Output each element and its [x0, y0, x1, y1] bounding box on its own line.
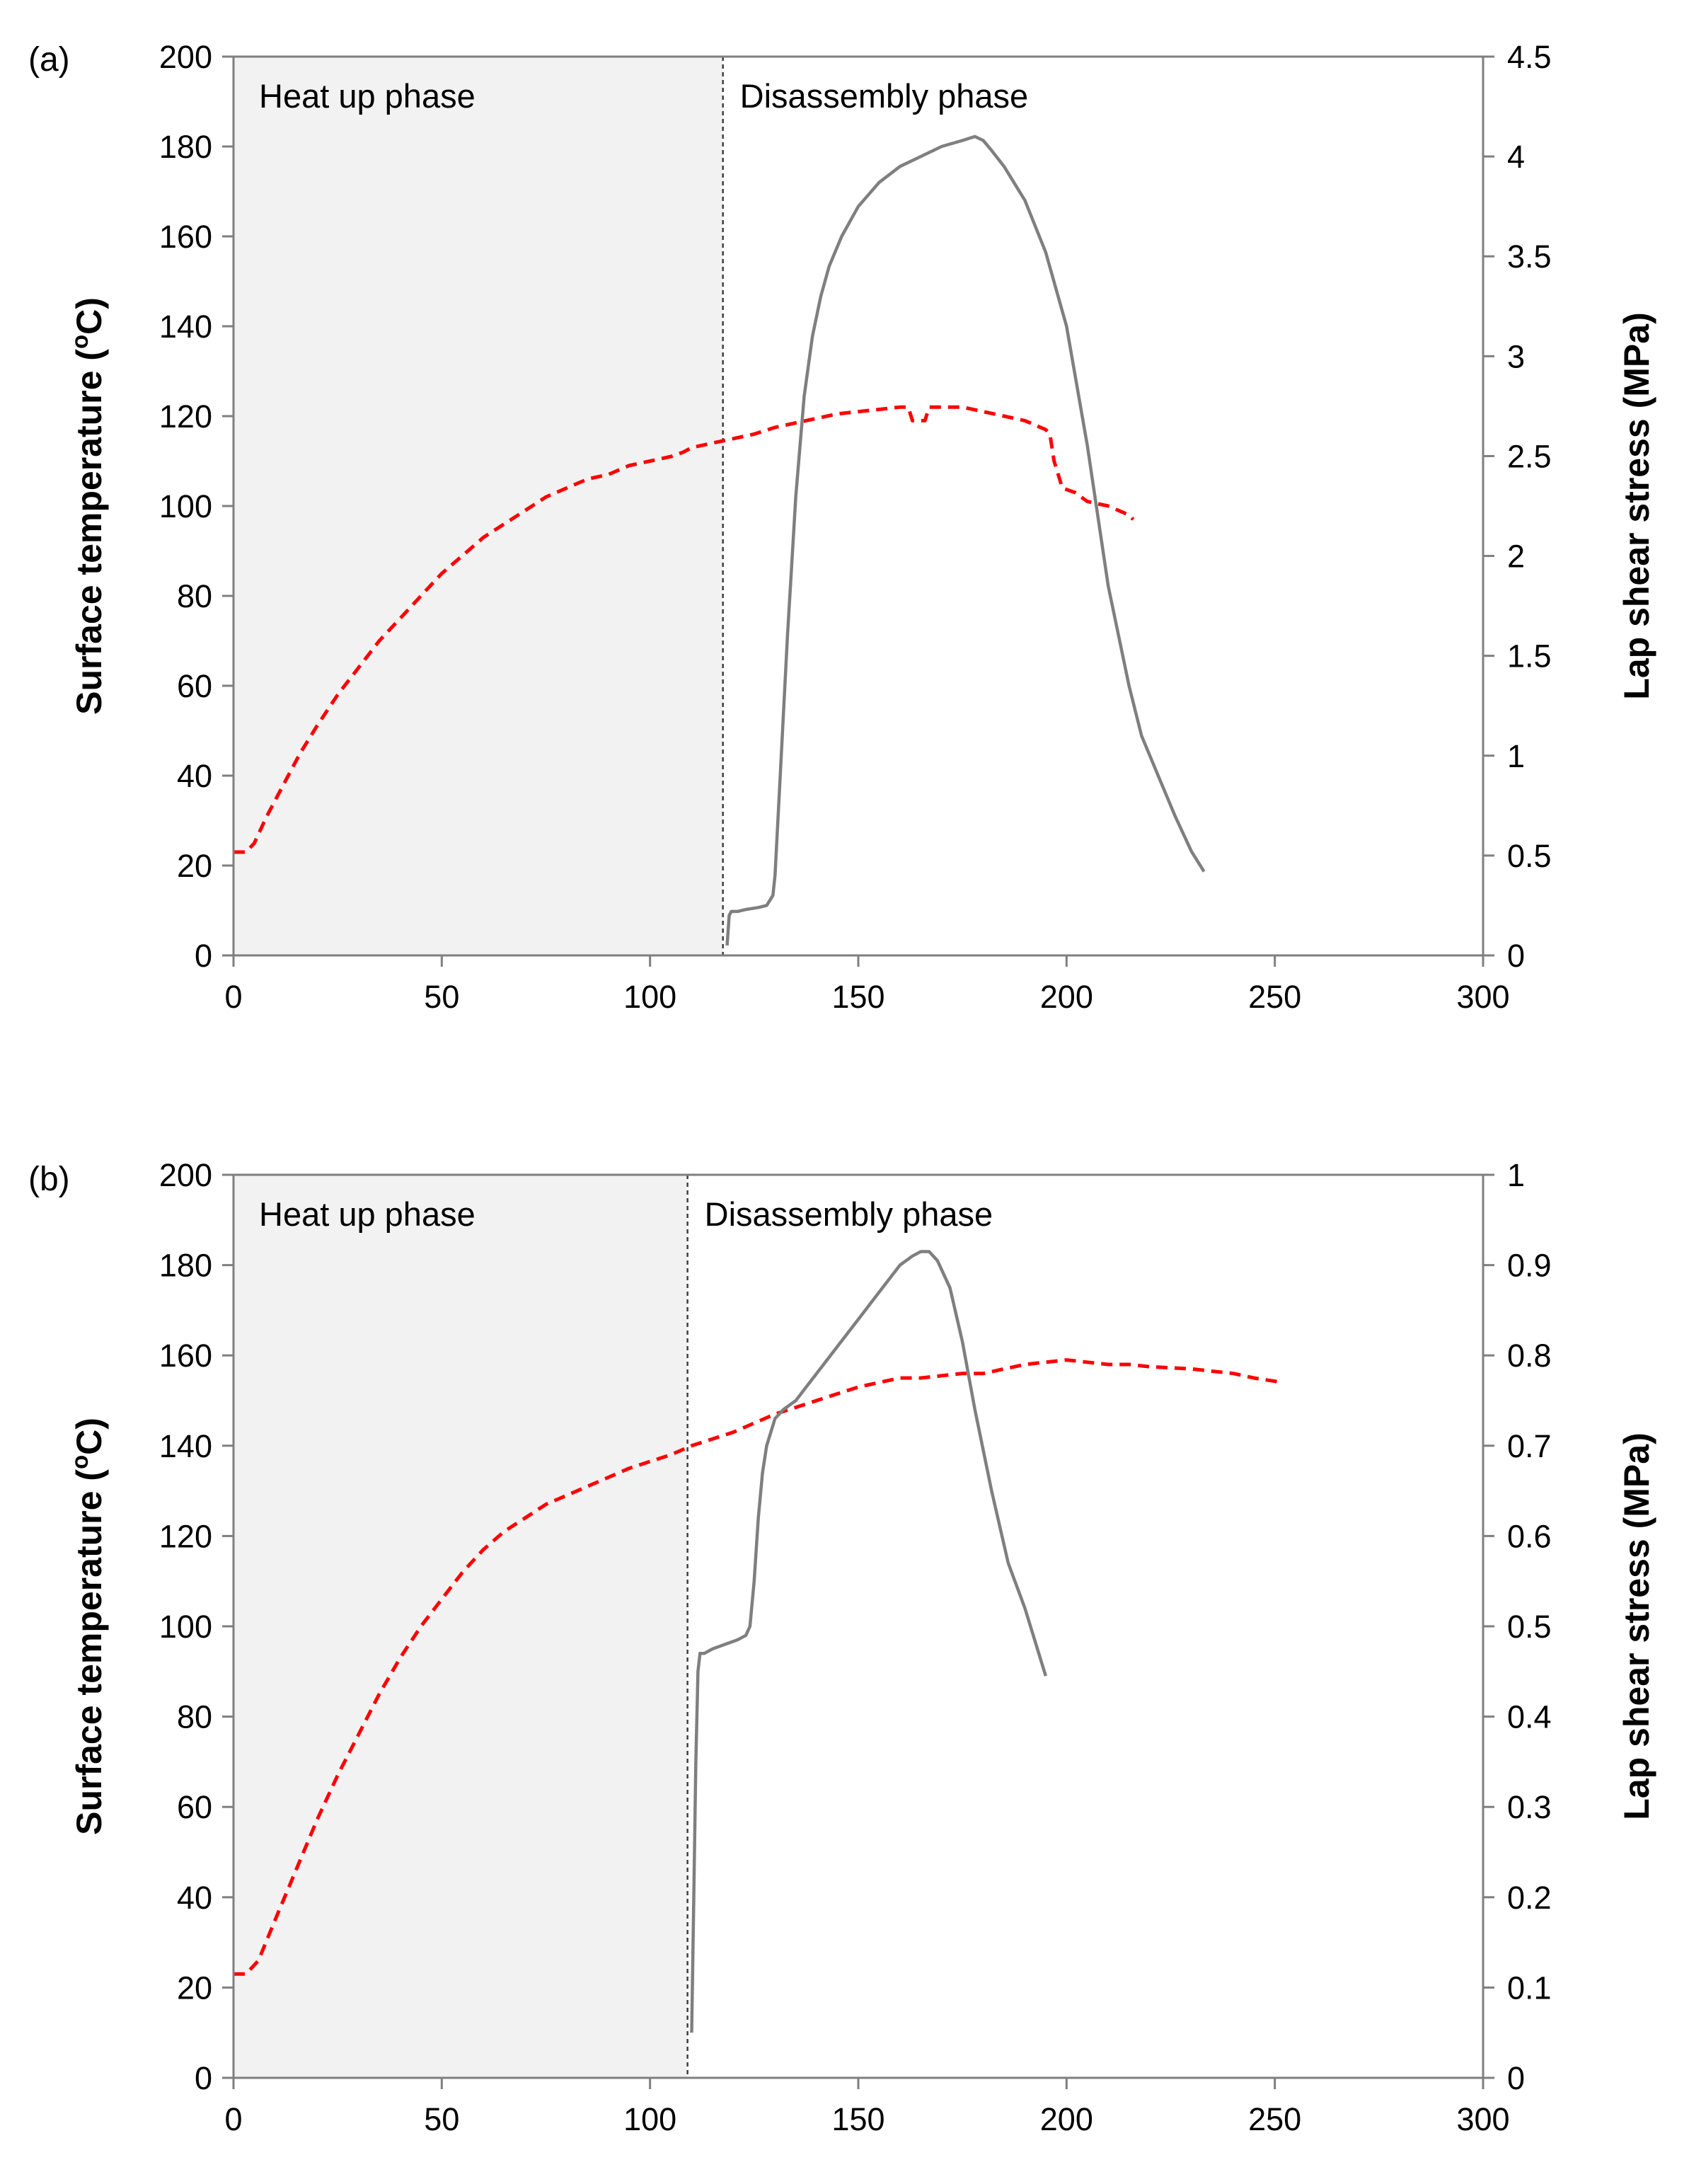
y2-tick-label-a: 1.5	[1507, 638, 1552, 674]
heatup-region-a	[234, 57, 723, 955]
x-tick-label-a: 200	[1040, 979, 1093, 1015]
x-tick-label-b: 300	[1456, 2101, 1509, 2137]
y2-tick-label-b: 0.8	[1507, 1338, 1552, 1374]
y2-tick-label-b: 0.4	[1507, 1699, 1552, 1735]
y2-tick-label-b: 0.9	[1507, 1248, 1552, 1284]
y2-tick-label-b: 0.5	[1507, 1609, 1552, 1645]
plot-area-a	[234, 57, 1206, 955]
y-tick-label-a: 180	[159, 129, 212, 165]
y-tick-label-b: 80	[177, 1699, 212, 1735]
y-axis-title-left-a: Surface temperature (oC)	[67, 297, 109, 715]
y-tick-label-b: 160	[159, 1338, 212, 1374]
disassembly-phase-label-b: Disassembly phase	[705, 1195, 993, 1233]
y2-tick-label-b: 0.7	[1507, 1428, 1552, 1464]
y-tick-label-b: 20	[177, 1970, 212, 2006]
y-tick-label-b: 200	[159, 1157, 212, 1193]
x-tick-label-a: 100	[623, 979, 676, 1015]
x-tick-label-a: 300	[1456, 979, 1509, 1015]
y-tick-label-a: 20	[177, 848, 212, 884]
y2-tick-label-b: 0.3	[1507, 1789, 1552, 1825]
heatup-region-b	[234, 1175, 688, 2078]
stress-line-b	[690, 1250, 1048, 2033]
x-tick-label-b: 150	[831, 2101, 884, 2137]
y2-tick-label-a: 4	[1507, 139, 1525, 175]
y2-tick-label-a: 4.5	[1507, 39, 1552, 75]
y-tick-label-a: 100	[159, 488, 212, 524]
panel-label-a: (a)	[28, 41, 70, 79]
stress-line-a	[725, 134, 1206, 946]
y-tick-label-a: 60	[177, 668, 212, 704]
x-tick-label-b: 50	[424, 2101, 459, 2137]
y2-tick-label-a: 2	[1507, 539, 1525, 575]
ticks-a: 0 50 100 150 200 250 3000204060801001201401601…	[159, 39, 1552, 1015]
y-tick-label-a: 0	[195, 938, 212, 974]
y-tick-label-b: 40	[177, 1880, 212, 1916]
x-tick-label-a: 50	[424, 979, 459, 1015]
x-tick-label-b: 200	[1040, 2101, 1093, 2137]
y-tick-label-a: 40	[177, 758, 212, 794]
y2-tick-label-a: 3	[1507, 338, 1525, 374]
y-tick-label-a: 200	[159, 39, 212, 75]
y2-tick-label-a: 0	[1507, 938, 1525, 974]
x-tick-label-b: 250	[1248, 2101, 1301, 2137]
heatup-phase-label-a: Heat up phase	[259, 77, 475, 115]
y2-tick-label-a: 2.5	[1507, 438, 1552, 474]
x-tick-label-a: 250	[1248, 979, 1301, 1015]
y2-tick-label-b: 0.2	[1507, 1880, 1552, 1916]
x-tick-label-a: 150	[831, 979, 884, 1015]
y2-tick-label-a: 1	[1507, 738, 1525, 774]
y-tick-label-b: 100	[159, 1609, 212, 1645]
x-tick-label-b: 100	[623, 2101, 676, 2137]
y-axis-title-left-b: Surface temperature (oC)	[67, 1418, 109, 1835]
x-tick-label-a: 0	[224, 979, 242, 1015]
x-tick-label-b: 0	[224, 2101, 242, 2137]
y-tick-label-b: 140	[159, 1428, 212, 1464]
plot-area-b	[234, 1175, 1284, 2078]
y-tick-label-b: 0	[195, 2060, 212, 2096]
panel-label-b: (b)	[28, 1161, 70, 1198]
y-tick-label-b: 180	[159, 1248, 212, 1284]
chart-panel-b: 0 50 100 150 200 250 300 0 20 40 60 80 100 120 140 160 1…	[28, 1157, 1656, 2137]
y-tick-label-a: 120	[159, 398, 212, 435]
y-tick-label-a: 140	[159, 309, 212, 345]
y2-tick-label-b: 0.1	[1507, 1970, 1552, 2006]
y-axis-title-right-a: Lap shear stress (MPa)	[1617, 312, 1656, 699]
temperature-line-a	[234, 405, 1135, 854]
y-axis-title-right-b: Lap shear stress (MPa)	[1617, 1432, 1656, 1820]
disassembly-phase-label-a: Disassembly phase	[740, 77, 1029, 115]
y-tick-label-b: 60	[177, 1789, 212, 1825]
y-tick-label-a: 160	[159, 219, 212, 255]
y2-tick-label-b: 1	[1507, 1157, 1525, 1193]
y2-tick-label-a: 0.5	[1507, 838, 1552, 874]
y-tick-label-a: 80	[177, 578, 212, 614]
y2-tick-label-b: 0.6	[1507, 1518, 1552, 1554]
ticks-b: 0 50 100 150 200 250 300 0 20 40 60 80 100 120 140 160 1…	[159, 1157, 1552, 2137]
y2-tick-label-b: 0	[1507, 2060, 1525, 2096]
heatup-phase-label-b: Heat up phase	[259, 1195, 475, 1233]
y-tick-label-b: 120	[159, 1518, 212, 1554]
y2-tick-label-a: 3.5	[1507, 238, 1552, 275]
chart-panel-a: 0 50 100 150 200 250 3000204060801001201401601…	[28, 39, 1656, 1015]
